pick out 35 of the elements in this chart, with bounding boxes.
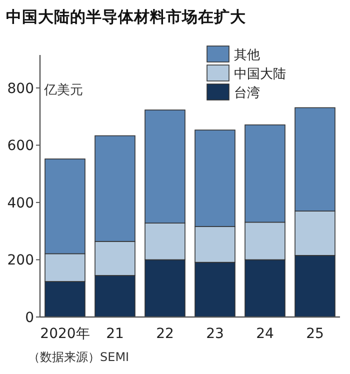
bar [44, 281, 86, 318]
x-tick-label: 23 [206, 326, 224, 342]
y-tick-label: 0 [25, 310, 34, 326]
bar [194, 130, 236, 227]
bar [294, 255, 336, 318]
x-tick-label: 22 [156, 326, 174, 342]
bar [294, 210, 336, 256]
chart-title: 中国大陆的半导体材料市场在扩大 [6, 8, 247, 26]
y-tick-label: 600 [7, 138, 34, 154]
y-tick-label: 800 [7, 80, 34, 97]
bar [44, 158, 86, 254]
bar [294, 107, 336, 212]
y-tick-label: 400 [7, 195, 34, 212]
bar [94, 241, 136, 276]
bar [144, 259, 186, 318]
x-tick-label: 21 [106, 326, 124, 342]
bar [44, 253, 86, 282]
y-axis-title: 亿美元 [43, 82, 83, 98]
bar [94, 275, 136, 318]
bar [194, 226, 236, 263]
bar [194, 262, 236, 318]
legend-label: 中国大陆 [234, 67, 286, 82]
legend-label: 台湾 [234, 85, 260, 101]
bar [144, 222, 186, 260]
x-tick-label: 2020年 [40, 326, 90, 342]
x-tick-label: 25 [306, 326, 324, 342]
text: （数据来源）SEMI [28, 350, 130, 364]
y-tick-label: 200 [7, 252, 34, 269]
legend-label: 其他 [234, 48, 260, 63]
bar [144, 110, 186, 224]
bar [244, 259, 286, 318]
bar [244, 222, 286, 260]
x-tick-label: 24 [256, 326, 274, 342]
bar [244, 124, 286, 223]
bar [94, 135, 136, 242]
